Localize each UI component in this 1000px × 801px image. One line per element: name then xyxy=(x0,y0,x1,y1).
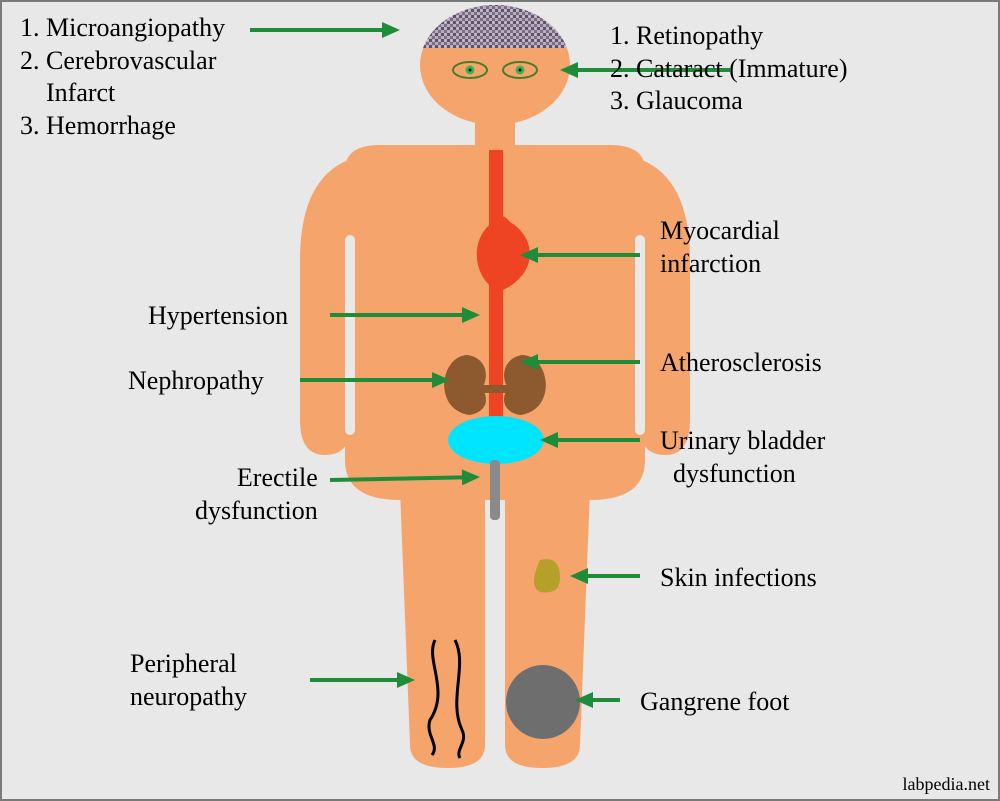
label-hypertension: Hypertension xyxy=(148,300,288,333)
label-gangrene-foot: Gangrene foot xyxy=(640,686,789,719)
brain-item-3: 3. Hemorrhage xyxy=(20,110,225,143)
label-urinary-bladder: Urinary bladder dysfunction xyxy=(660,425,825,490)
eye-item-2: 2. Cataract (Immature) xyxy=(610,53,848,86)
label-erectile-dysfunction: Erectile dysfunction xyxy=(195,462,318,527)
right-arm-gap xyxy=(635,235,645,435)
brain-item-2b: Infarct xyxy=(20,77,225,110)
diagram-stage: 1. Microangiopathy 2. Cerebrovascular In… xyxy=(0,0,1000,801)
brain-item-2a: 2. Cerebrovascular xyxy=(20,45,225,78)
eye-item-1: 1. Retinopathy xyxy=(610,20,848,53)
label-myocardial-infarction: Myocardial infarction xyxy=(660,215,780,280)
eye-complications-list: 1. Retinopathy 2. Cataract (Immature) 3.… xyxy=(610,20,848,118)
label-skin-infections: Skin infections xyxy=(660,562,817,595)
left-arm-gap xyxy=(345,235,355,435)
label-nephropathy: Nephropathy xyxy=(128,365,264,398)
penis-icon xyxy=(490,460,500,520)
brain-item-1: 1. Microangiopathy xyxy=(20,12,225,45)
gangrene-icon xyxy=(506,665,580,739)
arrow-shaft xyxy=(330,477,469,480)
label-peripheral-neuropathy: Peripheral neuropathy xyxy=(130,648,247,713)
credit-text: labpedia.net xyxy=(903,774,990,795)
brain-complications-list: 1. Microangiopathy 2. Cerebrovascular In… xyxy=(20,12,225,142)
label-atherosclerosis: Atherosclerosis xyxy=(660,347,822,380)
bladder-icon xyxy=(448,416,544,464)
eye-item-3: 3. Glaucoma xyxy=(610,85,848,118)
